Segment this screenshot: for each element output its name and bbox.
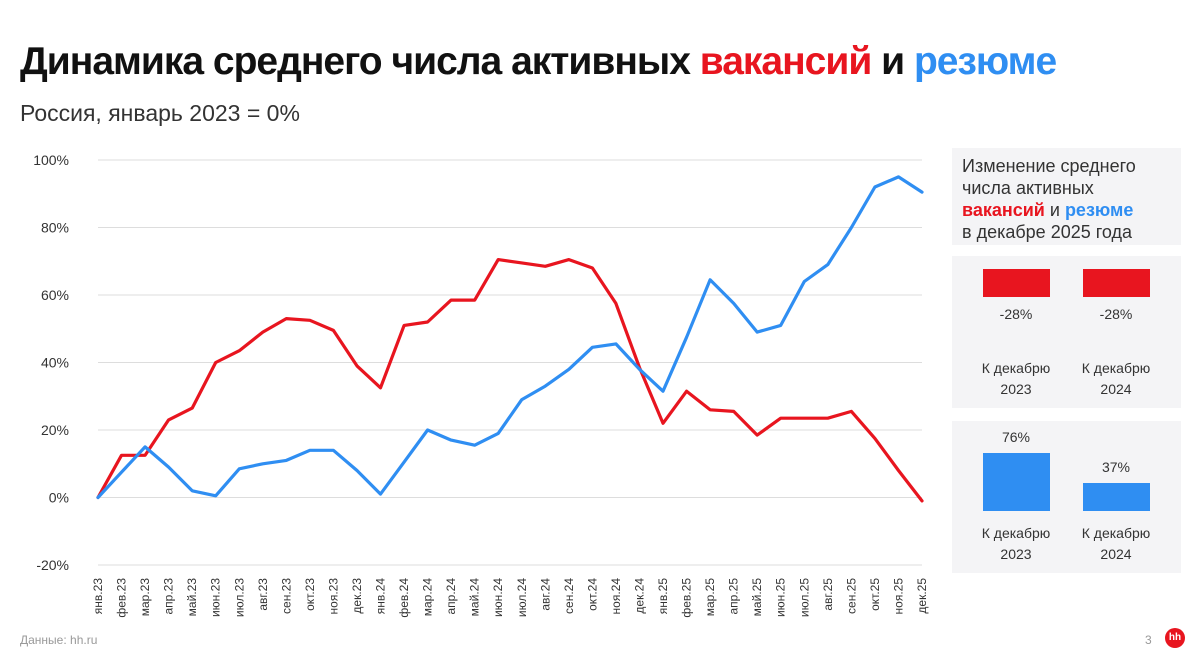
side-heading-line4: в декабре 2025 года xyxy=(962,222,1133,242)
x-tick-label: мар.23 xyxy=(138,578,152,617)
x-tick-label: окт.23 xyxy=(303,578,317,611)
y-tick-label: 20% xyxy=(41,422,69,438)
x-tick-label: май.24 xyxy=(468,578,482,617)
resumes-caption-2023: К декабрю 2023 xyxy=(966,523,1066,565)
resumes-value-2023: 76% xyxy=(1001,429,1031,445)
line-chart: -20% 0% 20% 40% 60% 80% 100% янв.23 фев.23 мар.23… xyxy=(33,152,929,618)
y-tick-label: 40% xyxy=(41,355,69,371)
x-tick-label: авг.25 xyxy=(821,578,835,611)
x-tick-label: янв.24 xyxy=(374,578,388,615)
vacancies-value-2024: -28% xyxy=(1099,306,1133,322)
x-tick-label: апр.24 xyxy=(444,578,458,615)
x-tick-label: сен.25 xyxy=(844,578,858,614)
y-tick-label: -20% xyxy=(36,557,69,573)
x-tick-label: авг.23 xyxy=(256,578,270,611)
vacancies-caption-2023-line1: К декабрю xyxy=(981,360,1051,376)
x-tick-label: фев.25 xyxy=(680,578,694,618)
resumes-bar-2023 xyxy=(983,453,1050,511)
x-tick-label: сен.24 xyxy=(562,578,576,614)
side-heading-line2: числа активных xyxy=(962,178,1094,198)
x-tick-label: май.25 xyxy=(750,578,764,617)
hh-logo-icon: hh xyxy=(1165,628,1185,648)
x-tick-label: авг.24 xyxy=(538,578,552,611)
x-tick-label: июл.25 xyxy=(797,578,811,617)
title-resumes: резюме xyxy=(913,40,1057,83)
x-tick-label: дек.25 xyxy=(915,578,929,614)
vacancies-caption-2024-line2: 2024 xyxy=(1100,381,1132,397)
side-heading-panel: Изменение среднего числа активных ваканс… xyxy=(952,148,1181,245)
x-tick-label: дек.23 xyxy=(350,578,364,614)
resumes-caption-2023-line2: 2023 xyxy=(1000,546,1032,562)
y-tick-label: 0% xyxy=(49,490,69,506)
x-tick-label: ноя.25 xyxy=(891,578,905,615)
resumes-caption-2024-line2: 2024 xyxy=(1100,546,1132,562)
vacancies-caption-2024: К декабрю 2024 xyxy=(1066,358,1166,400)
x-tick-label: фев.24 xyxy=(397,578,411,618)
x-tick-label: май.23 xyxy=(185,578,199,617)
vacancies-bar-2024 xyxy=(1083,269,1150,297)
x-tick-label: окт.25 xyxy=(868,578,882,611)
y-tick-label: 60% xyxy=(41,287,69,303)
side-heading-resumes: резюме xyxy=(1064,200,1134,220)
y-tick-label: 80% xyxy=(41,220,69,236)
x-tick-label: июн.25 xyxy=(774,578,788,617)
y-tick-label: 100% xyxy=(33,152,69,168)
vacancies-bar-2023 xyxy=(983,269,1050,297)
vacancies-series-line xyxy=(96,257,924,503)
x-tick-label: июл.23 xyxy=(232,578,246,617)
resumes-caption-2024-line1: К декабрю xyxy=(1081,525,1151,541)
x-tick-label: дек.24 xyxy=(632,578,646,614)
x-tick-label: окт.24 xyxy=(585,578,599,611)
resumes-caption-2023-line1: К декабрю xyxy=(981,525,1051,541)
vacancies-value-2023: -28% xyxy=(999,306,1033,322)
vacancies-caption-2023: К декабрю 2023 xyxy=(966,358,1066,400)
resumes-change-panel: 76% 37% К декабрю 2023 К декабрю 2024 xyxy=(952,421,1181,573)
x-tick-label: мар.24 xyxy=(421,578,435,617)
page-subtitle: Россия, январь 2023 = 0% xyxy=(20,100,300,126)
resumes-caption-2024: К декабрю 2024 xyxy=(1066,523,1166,565)
x-tick-label: апр.25 xyxy=(727,578,741,615)
side-heading: Изменение среднего числа активных ваканс… xyxy=(962,155,1177,243)
x-tick-label: июн.23 xyxy=(209,578,223,617)
x-tick-label: фев.23 xyxy=(115,578,129,618)
x-tick-label: мар.25 xyxy=(703,578,717,617)
x-tick-label: ноя.24 xyxy=(609,578,623,615)
vacancies-caption-2024-line1: К декабрю xyxy=(1081,360,1151,376)
resumes-series-line xyxy=(96,175,924,500)
side-heading-and: и xyxy=(1044,200,1065,220)
x-tick-label: янв.23 xyxy=(91,578,105,615)
vacancies-change-panel: -28% -28% К декабрю 2023 К декабрю 2024 xyxy=(952,256,1181,408)
x-tick-label: июл.24 xyxy=(515,578,529,617)
title-main: Динамика среднего числа активных xyxy=(20,40,700,83)
x-tick-label: ноя.23 xyxy=(326,578,340,615)
data-source: Данные: hh.ru xyxy=(20,633,98,647)
title-vacancies: вакансий xyxy=(699,40,873,83)
vacancies-caption-2023-line2: 2023 xyxy=(1000,381,1032,397)
x-tick-label: сен.23 xyxy=(279,578,293,614)
x-tick-label: янв.25 xyxy=(656,578,670,615)
side-heading-vacancies: вакансий xyxy=(962,200,1045,220)
side-heading-line1: Изменение среднего xyxy=(962,156,1136,176)
resumes-value-2024: 37% xyxy=(1101,459,1131,475)
resumes-bar-2024 xyxy=(1083,483,1150,511)
page-number: 3 xyxy=(1145,633,1152,647)
x-tick-label: апр.23 xyxy=(162,578,176,615)
title-and: и xyxy=(871,40,914,83)
page-title: Динамика среднего числа активных ваканси… xyxy=(20,40,1057,84)
x-tick-label: июн.24 xyxy=(491,578,505,617)
